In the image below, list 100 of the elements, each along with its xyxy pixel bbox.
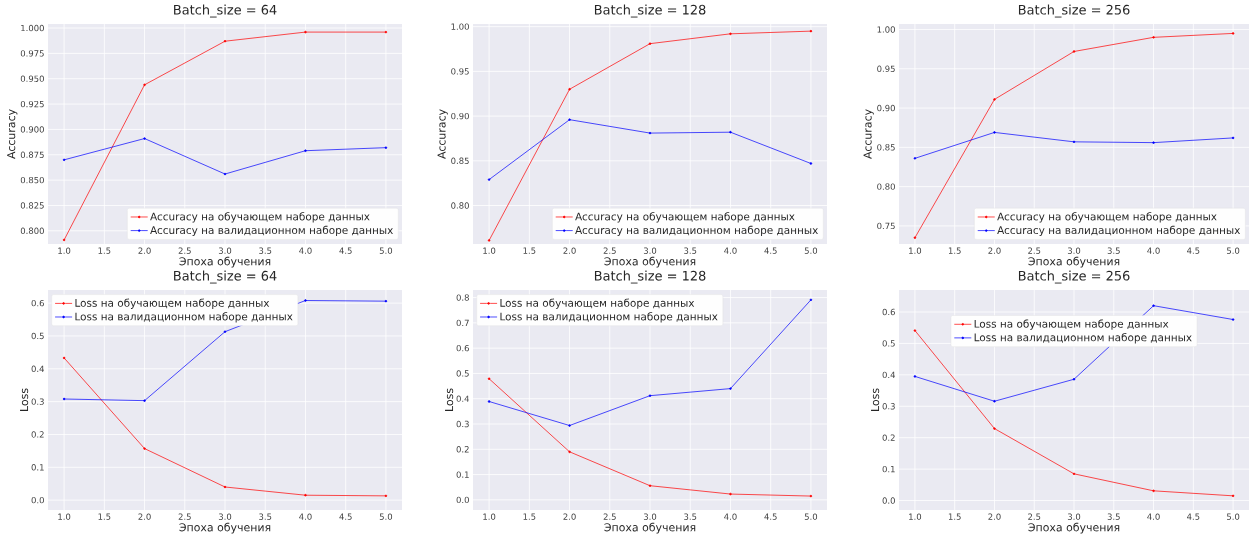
y-tick-label: 0.4 xyxy=(31,365,45,372)
x-tick-label: 5.0 xyxy=(379,513,393,520)
chart-title: Batch_size = 128 xyxy=(594,270,706,284)
chart-title: Batch_size = 128 xyxy=(594,4,706,18)
y-tick-label: 0.85 xyxy=(877,144,895,151)
x-tick-label: 5.0 xyxy=(804,247,818,254)
x-tick-label: 4.5 xyxy=(1187,513,1200,520)
x-tick-label: 2.0 xyxy=(563,247,576,254)
y-tick-label: 0.7 xyxy=(456,319,469,327)
y-tick-label: 0.850 xyxy=(20,176,44,184)
x-tick-label: 1.5 xyxy=(523,513,536,520)
x-tick-label: 3.5 xyxy=(259,247,272,254)
y-tick-label: 0.950 xyxy=(20,75,44,82)
legend-label: Accuracy на валидационном наборе данных xyxy=(575,225,818,237)
legend-label: Loss на валидационном наборе данных xyxy=(500,312,718,323)
x-tick-label: 3.5 xyxy=(684,247,697,254)
y-tick-label: 0.3 xyxy=(882,403,895,410)
x-tick-label: 1.0 xyxy=(483,247,496,254)
y-tick-label: 0.4 xyxy=(456,395,470,402)
x-axis-title: Эпоха обучения xyxy=(604,256,696,268)
x-tick-label: 2.0 xyxy=(988,247,1001,254)
x-tick-label: 1.0 xyxy=(483,513,496,520)
x-tick-label: 3.5 xyxy=(259,513,272,520)
x-tick-label: 5.0 xyxy=(804,513,818,520)
x-axis-title: Эпоха обучения xyxy=(179,522,271,534)
x-axis-title: Эпоха обучения xyxy=(604,522,696,534)
chart-title: Batch_size = 256 xyxy=(1018,4,1130,18)
y-tick-label: 0.5 xyxy=(456,370,469,377)
x-tick-label: 2.5 xyxy=(178,247,191,254)
x-tick-label: 3.0 xyxy=(1067,513,1081,520)
y-tick-label: 1.00 xyxy=(451,23,469,30)
y-tick-label: 0.6 xyxy=(31,299,44,307)
y-tick-label: 1.00 xyxy=(877,26,895,33)
legend-label: Loss на обучающем наборе данных xyxy=(500,298,695,309)
x-tick-label: 3.0 xyxy=(218,513,232,520)
y-tick-label: 0.75 xyxy=(877,222,895,230)
x-tick-label: 4.5 xyxy=(339,247,352,254)
y-tick-label: 0.2 xyxy=(456,446,469,453)
x-tick-label: 2.5 xyxy=(603,247,616,254)
y-tick-label: 0.80 xyxy=(451,202,469,209)
x-tick-label: 2.5 xyxy=(603,513,616,520)
y-tick-label: 0.95 xyxy=(451,68,469,75)
x-tick-label: 5.0 xyxy=(1227,247,1240,254)
x-tick-label: 4.0 xyxy=(299,247,312,254)
legend-label: Accuracy на валидационном наборе данных xyxy=(997,225,1241,237)
y-tick-label: 0.85 xyxy=(451,157,469,165)
y-tick-label: 1.000 xyxy=(21,24,44,32)
legend-label: Loss на валидационном наборе данных xyxy=(75,312,293,323)
x-tick-label: 1.0 xyxy=(58,247,71,254)
x-tick-label: 4.5 xyxy=(1187,247,1200,254)
y-tick-label: 0.800 xyxy=(20,227,44,235)
chart-title: Batch_size = 64 xyxy=(174,4,277,18)
y-axis-title: Accuracy xyxy=(863,109,874,159)
chart-title: Batch_size = 256 xyxy=(1018,270,1130,284)
y-tick-label: 0.80 xyxy=(877,183,895,190)
x-tick-label: 2.5 xyxy=(1028,247,1041,254)
y-tick-label: 0.825 xyxy=(20,202,44,209)
x-tick-label: 4.5 xyxy=(764,247,777,254)
x-tick-label: 1.0 xyxy=(909,513,922,520)
y-tick-label: 0.2 xyxy=(882,434,895,441)
legend-label: Loss на валидационном наборе данных xyxy=(974,333,1192,344)
y-tick-label: 0.5 xyxy=(31,332,44,340)
x-tick-label: 3.5 xyxy=(1107,247,1120,254)
chart-title: Batch_size = 64 xyxy=(174,270,277,284)
x-tick-label: 2.0 xyxy=(563,513,576,520)
y-axis-title: Loss xyxy=(871,388,880,411)
x-tick-label: 4.0 xyxy=(299,513,312,520)
legend-label: Accuracy на валидационном наборе данных xyxy=(150,225,393,237)
x-axis-title: Эпоха обучения xyxy=(1028,522,1120,534)
x-tick-label: 2.0 xyxy=(138,247,151,254)
x-tick-label: 3.0 xyxy=(218,247,232,254)
y-tick-label: 0.4 xyxy=(882,371,896,379)
y-tick-label: 0.5 xyxy=(882,340,895,347)
x-tick-label: 3.0 xyxy=(1067,247,1081,254)
y-tick-label: 0.90 xyxy=(451,112,469,120)
x-tick-label: 1.5 xyxy=(98,513,111,520)
x-tick-label: 2.0 xyxy=(138,513,151,520)
y-tick-label: 0.975 xyxy=(20,50,44,57)
x-tick-label: 1.0 xyxy=(909,247,922,254)
y-tick-label: 0.6 xyxy=(456,344,469,352)
y-tick-label: 0.2 xyxy=(31,431,44,438)
legend-label: Loss на обучающем наборе данных xyxy=(75,298,270,309)
y-tick-label: 0.95 xyxy=(877,65,895,72)
legend-label: Accuracy на обучающем наборе данных xyxy=(997,212,1217,223)
x-tick-label: 1.5 xyxy=(98,247,111,254)
x-tick-label: 1.5 xyxy=(948,513,961,520)
y-tick-label: 0.1 xyxy=(882,465,895,473)
x-tick-label: 2.5 xyxy=(178,513,191,520)
y-tick-label: 0.90 xyxy=(877,104,895,112)
y-tick-label: 0.900 xyxy=(20,126,44,133)
y-tick-label: 0.0 xyxy=(882,497,895,504)
y-tick-label: 0.0 xyxy=(456,496,469,504)
x-tick-label: 3.5 xyxy=(1107,513,1120,520)
x-tick-label: 2.0 xyxy=(988,513,1001,520)
x-tick-label: 1.0 xyxy=(58,513,71,520)
y-tick-label: 0.6 xyxy=(882,308,895,316)
y-axis-title: Accuracy xyxy=(7,109,18,159)
y-axis-title: Loss xyxy=(20,388,29,411)
x-tick-label: 5.0 xyxy=(379,247,393,254)
y-tick-label: 0.875 xyxy=(20,151,44,158)
